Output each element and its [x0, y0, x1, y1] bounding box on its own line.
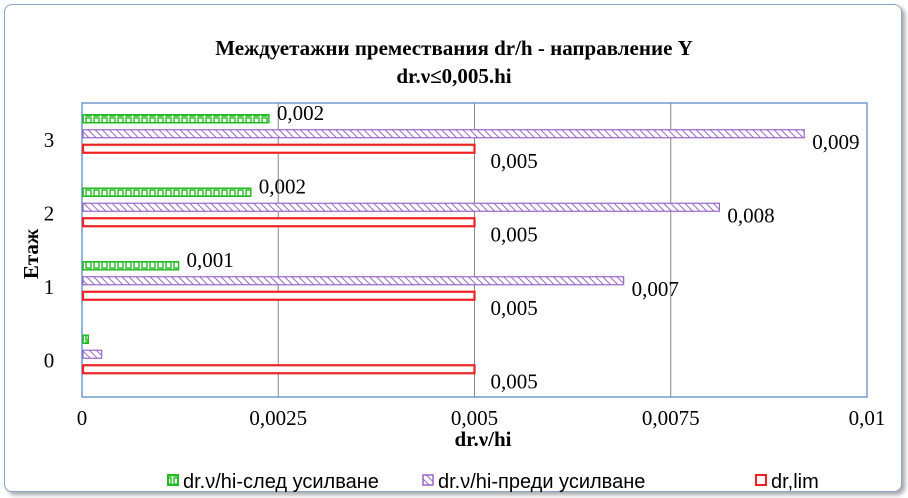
x-axis-title: dr.ν/hi [454, 427, 511, 451]
bar [82, 202, 721, 212]
y-tick-label: 2 [44, 201, 55, 225]
legend-label-after: dr.ν/hi-след усилване [183, 471, 379, 493]
data-label: 0,002 [259, 174, 306, 198]
data-label: 0,005 [491, 296, 538, 320]
data-label: 0,005 [491, 149, 538, 173]
chart-subtitle: dr.ν≤0,005.hi [396, 64, 511, 88]
legend-label-limit: dr,lim [771, 471, 819, 493]
y-tick-label: 1 [44, 275, 55, 299]
bar [81, 217, 476, 228]
data-label: 0,005 [491, 369, 538, 393]
data-labels-layer: 0,001 0,002 0,002 0,007 0,008 0,009 0,005 0,005… [187, 101, 860, 394]
bar [81, 364, 476, 375]
plot-area-border [81, 102, 868, 398]
bar [82, 129, 805, 139]
x-ticks-layer: 0 0,0025 0,005 0,0075 0,01 [77, 406, 886, 430]
chart-title: Междуетажни премествания dr/h - направле… [215, 36, 693, 60]
data-label: 0,002 [277, 101, 324, 125]
legend-swatch-limit [755, 474, 767, 486]
x-tick-label: 0,0025 [249, 406, 307, 430]
bar [82, 276, 625, 286]
chart-svg: Междуетажни премествания dr/h - направле… [19, 36, 886, 493]
chart-frame: Междуетажни премествания dr/h - направле… [4, 4, 902, 493]
x-tick-label: 0,01 [849, 406, 886, 430]
bar [82, 187, 252, 197]
bar [81, 143, 476, 154]
data-label: 0,001 [187, 248, 234, 272]
bar [82, 334, 90, 344]
bars-layer [81, 114, 805, 375]
bar [82, 261, 180, 271]
data-label: 0,009 [812, 130, 859, 154]
y-ticks-layer: 0 1 2 3 [44, 128, 55, 373]
x-tick-label: 0,0075 [642, 406, 700, 430]
legend: dr.ν/hi-след усилване dr.ν/hi-преди усил… [167, 471, 819, 493]
data-label: 0,007 [632, 277, 679, 301]
legend-swatch-before [422, 474, 434, 486]
bar [81, 290, 476, 301]
y-axis-title: Етаж [19, 228, 43, 279]
data-label: 0,008 [727, 203, 774, 227]
y-tick-label: 3 [44, 128, 55, 152]
y-tick-label: 0 [44, 348, 55, 372]
bar [82, 114, 270, 124]
data-label: 0,005 [491, 222, 538, 246]
bar [82, 349, 103, 359]
legend-label-before: dr.ν/hi-преди усилване [438, 471, 645, 493]
x-tick-label: 0,005 [451, 406, 498, 430]
x-tick-label: 0 [77, 406, 88, 430]
legend-swatch-after [167, 474, 179, 486]
